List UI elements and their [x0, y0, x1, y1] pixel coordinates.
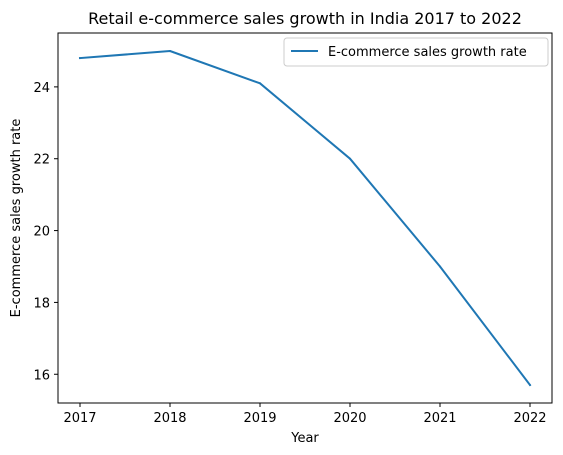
- series-layer: [78, 49, 532, 387]
- x-tick-label: 2021: [423, 411, 456, 426]
- data-point: [79, 57, 81, 60]
- plot-frame: [57, 32, 553, 404]
- series-line: [78, 50, 532, 387]
- y-tick-label: 20: [33, 225, 50, 240]
- x-axis-ticks: 2017 2018 2019 2020 2021 2022: [63, 403, 547, 426]
- legend-box: [283, 37, 549, 67]
- y-axis-ticks: 16 18 20 22 24: [33, 81, 58, 383]
- legend: E-commerce sales growth rate: [283, 37, 549, 67]
- chart-title: Retail e-commerce sales growth in India …: [88, 9, 522, 28]
- x-tick-label: 2018: [153, 411, 186, 426]
- x-tick-label: 2017: [63, 411, 96, 426]
- y-tick-label: 16: [33, 368, 50, 383]
- y-tick-label: 24: [33, 81, 50, 96]
- x-tick-label: 2019: [243, 411, 276, 426]
- legend-label: E-commerce sales growth rate: [328, 45, 527, 60]
- y-axis-label: E-commerce sales growth rate: [9, 119, 24, 318]
- x-axis-label: Year: [290, 431, 319, 446]
- data-point: [259, 82, 261, 85]
- data-point: [529, 384, 531, 387]
- x-tick-label: 2022: [513, 411, 546, 426]
- data-point: [439, 265, 441, 268]
- data-point: [169, 49, 171, 52]
- x-tick-label: 2020: [333, 411, 366, 426]
- y-tick-label: 22: [33, 153, 50, 168]
- y-tick-label: 18: [33, 296, 50, 311]
- plot-background: [58, 33, 552, 403]
- data-point: [349, 157, 351, 160]
